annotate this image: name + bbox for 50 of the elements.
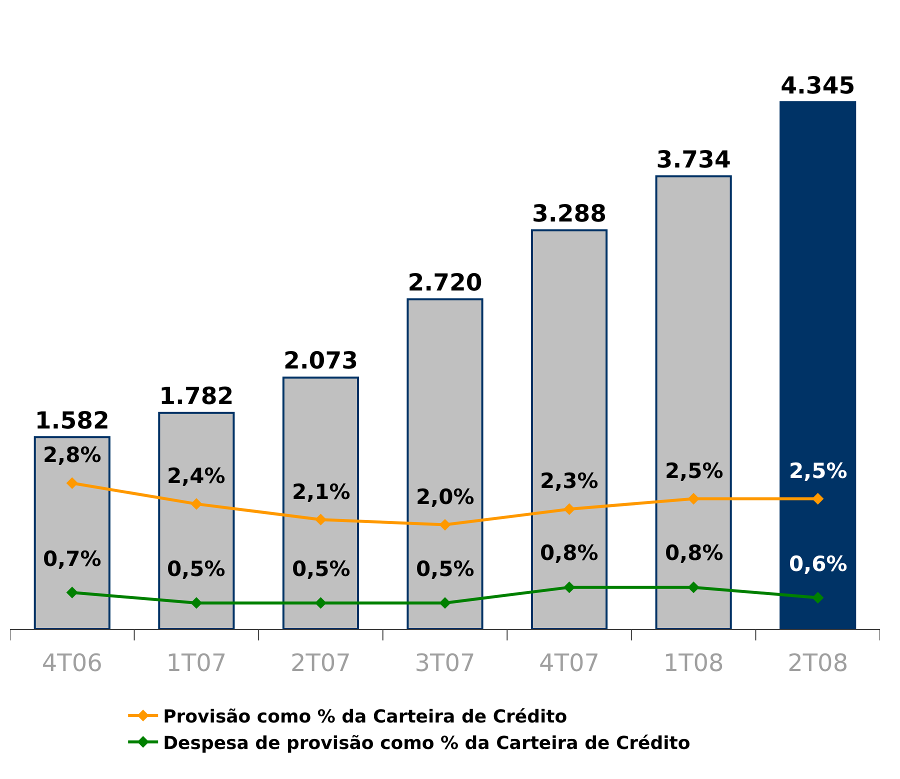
data-label: 2,5% xyxy=(665,459,724,483)
data-label: 3.734 xyxy=(656,145,731,174)
bar xyxy=(780,101,856,629)
point xyxy=(688,581,700,594)
data-label: 0,6% xyxy=(789,552,848,576)
x-tick-label: 4T06 xyxy=(42,648,102,677)
point xyxy=(66,477,78,489)
data-label: 2,4% xyxy=(167,464,226,488)
point xyxy=(66,586,78,598)
data-label: 1.782 xyxy=(159,382,234,410)
data-label: 0,7% xyxy=(43,547,102,571)
data-label: 4.345 xyxy=(780,71,856,100)
x-tick-label: 3T07 xyxy=(414,648,476,677)
data-label: 0,5% xyxy=(167,557,226,581)
data-label: 2,3% xyxy=(540,469,598,493)
point xyxy=(439,597,451,609)
data-label: 0,8% xyxy=(665,541,724,565)
point xyxy=(812,592,824,604)
data-label: 2,5% xyxy=(789,459,848,483)
data-label: 0,8% xyxy=(540,541,598,565)
x-tick-label: 4T07 xyxy=(539,648,600,677)
data-label: 2.073 xyxy=(283,346,358,375)
data-label: 0,5% xyxy=(292,557,350,581)
bar xyxy=(406,298,484,629)
bar xyxy=(158,412,235,629)
data-label: 2.720 xyxy=(408,268,482,296)
legend-label: Despesa de provisão como % da Carteira de Crédito xyxy=(163,732,690,754)
point xyxy=(190,597,202,609)
x-tick-label: 2T08 xyxy=(788,648,848,677)
x-tick-label: 2T07 xyxy=(290,648,351,677)
point xyxy=(190,498,202,510)
point xyxy=(812,492,824,505)
point xyxy=(314,514,327,526)
data-label: 2,8% xyxy=(43,443,102,467)
x-tick-label: 1T07 xyxy=(166,648,227,677)
bar xyxy=(34,436,110,629)
bar xyxy=(282,376,359,629)
point xyxy=(563,503,576,516)
data-label: 2,1% xyxy=(292,480,350,504)
bar xyxy=(655,175,732,629)
data-label: 0,5% xyxy=(416,557,474,581)
point xyxy=(688,492,700,505)
point xyxy=(439,518,451,531)
data-label: 2,0% xyxy=(416,485,474,509)
legend-label: Provisão como % da Carteira de Crédito xyxy=(163,706,568,728)
data-label: 3.288 xyxy=(532,199,607,228)
data-label: 1.582 xyxy=(34,406,110,434)
point xyxy=(563,581,576,594)
x-tick-label: 1T08 xyxy=(663,648,724,677)
bar xyxy=(531,229,608,629)
